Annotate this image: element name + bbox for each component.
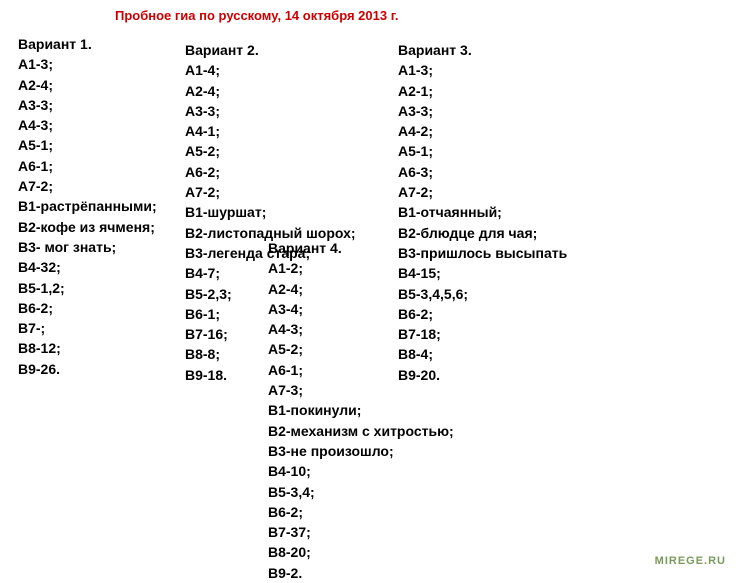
variant-4-row: А5-2;: [268, 339, 454, 359]
variant-4-row: В8-20;: [268, 542, 454, 562]
variant-2-row: А3-3;: [185, 101, 356, 121]
variant-3-row: А7-2;: [398, 182, 567, 202]
variant-2-row: А7-2;: [185, 182, 356, 202]
variant-4-row: В7-37;: [268, 522, 454, 542]
variant-3-row: А3-3;: [398, 101, 567, 121]
variant-3-row: А4-2;: [398, 121, 567, 141]
variant-2-row: А4-1;: [185, 121, 356, 141]
variant-3-row: А6-3;: [398, 162, 567, 182]
variant-1-header: Вариант 1.: [18, 34, 157, 54]
watermark: MIREGE.RU: [655, 555, 726, 567]
variant-2-row: А2-4;: [185, 81, 356, 101]
variant-2-row: А5-2;: [185, 141, 356, 161]
variant-4-row: В5-3,4;: [268, 482, 454, 502]
variant-3-row: А1-3;: [398, 60, 567, 80]
variant-1: Вариант 1. А1-3; А2-4; А3-3; А4-3; А5-1;…: [18, 34, 157, 379]
variant-1-row: А6-1;: [18, 156, 157, 176]
variant-4-row: В1-покинули;: [268, 400, 454, 420]
variant-1-row: А2-4;: [18, 75, 157, 95]
variant-3-header: Вариант 3.: [398, 40, 567, 60]
variant-4-row: А7-3;: [268, 380, 454, 400]
variant-1-row: В5-1,2;: [18, 278, 157, 298]
variant-1-row: А5-1;: [18, 135, 157, 155]
variant-3-row: В1-отчаянный;: [398, 202, 567, 222]
variant-1-row: В9-26.: [18, 359, 157, 379]
document-title: Пробное гиа по русскому, 14 октября 2013…: [115, 8, 398, 23]
variant-4-row: А4-3;: [268, 319, 454, 339]
variant-4-row: В3-не произошло;: [268, 441, 454, 461]
variant-1-row: В8-12;: [18, 338, 157, 358]
variant-1-row: А4-3;: [18, 115, 157, 135]
variant-4-row: В4-10;: [268, 461, 454, 481]
variant-1-row: В6-2;: [18, 298, 157, 318]
variant-4: Вариант 4. А1-2; А2-4; А3-4; А4-3; А5-2;…: [268, 238, 454, 583]
variant-1-row: А1-3;: [18, 54, 157, 74]
variant-1-row: А3-3;: [18, 95, 157, 115]
variant-4-row: В6-2;: [268, 502, 454, 522]
variant-1-row: В7-;: [18, 318, 157, 338]
variant-4-header: Вариант 4.: [268, 238, 454, 258]
variant-2-row: А1-4;: [185, 60, 356, 80]
variant-2-row: В1-шуршат;: [185, 202, 356, 222]
variant-2-header: Вариант 2.: [185, 40, 356, 60]
variant-1-row: В4-32;: [18, 257, 157, 277]
variant-4-row: А1-2;: [268, 258, 454, 278]
variant-4-row: В2-механизм с хитростью;: [268, 421, 454, 441]
variant-1-row: А7-2;: [18, 176, 157, 196]
variant-1-row: В1-растрёпанными;: [18, 196, 157, 216]
variant-4-row: А6-1;: [268, 360, 454, 380]
variant-4-row: А3-4;: [268, 299, 454, 319]
variant-2-row: А6-2;: [185, 162, 356, 182]
variant-3-row: А5-1;: [398, 141, 567, 161]
variant-1-row: В3- мог знать;: [18, 237, 157, 257]
variant-4-row: А2-4;: [268, 279, 454, 299]
variant-3-row: А2-1;: [398, 81, 567, 101]
variant-1-row: В2-кофе из ячменя;: [18, 217, 157, 237]
